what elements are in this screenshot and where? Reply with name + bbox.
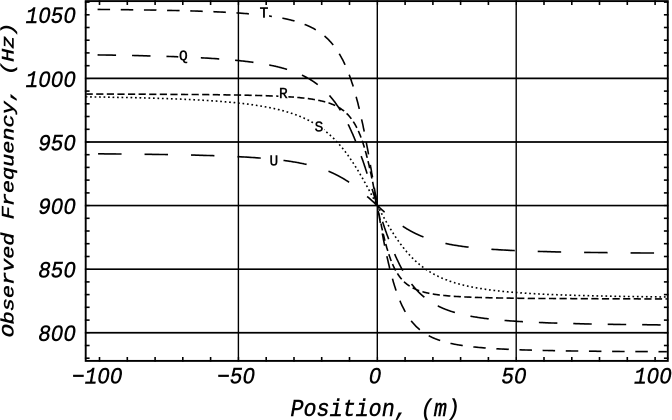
svg-text:Q: Q xyxy=(179,49,188,65)
svg-text:1050: 1050 xyxy=(26,4,76,30)
svg-text:Position, (m): Position, (m) xyxy=(290,396,459,420)
svg-text:1000: 1000 xyxy=(26,68,76,94)
svg-text:−100: −100 xyxy=(72,365,122,391)
svg-text:Observed Frequency, (Hz): Observed Frequency, (Hz) xyxy=(0,23,19,338)
svg-text:R: R xyxy=(279,87,288,103)
svg-text:S: S xyxy=(315,121,324,137)
svg-text:50: 50 xyxy=(501,365,526,391)
svg-text:T: T xyxy=(260,6,269,22)
svg-text:U: U xyxy=(269,155,278,171)
